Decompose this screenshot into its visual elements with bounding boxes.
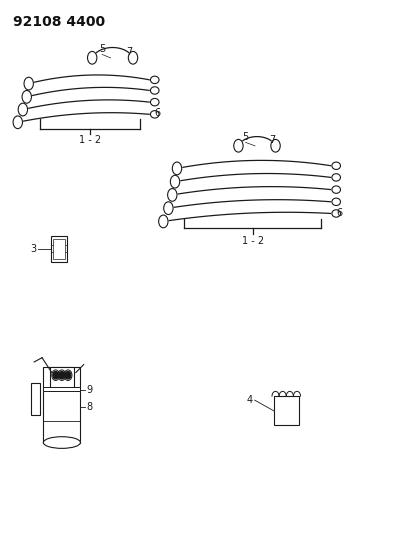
Circle shape <box>271 140 280 152</box>
Circle shape <box>13 116 22 128</box>
Text: 6: 6 <box>155 108 161 118</box>
Circle shape <box>22 91 31 103</box>
Ellipse shape <box>43 437 81 448</box>
Text: 9: 9 <box>86 384 93 394</box>
Ellipse shape <box>151 76 159 84</box>
Circle shape <box>88 51 97 64</box>
Text: 7: 7 <box>126 47 132 57</box>
Circle shape <box>164 202 173 215</box>
Circle shape <box>53 372 59 379</box>
Circle shape <box>172 162 182 175</box>
Circle shape <box>234 140 243 152</box>
Circle shape <box>159 215 168 228</box>
Circle shape <box>24 77 33 90</box>
Text: 6: 6 <box>336 208 342 219</box>
Bar <box>53 239 65 259</box>
Text: 5: 5 <box>242 132 249 142</box>
Ellipse shape <box>151 111 159 118</box>
Ellipse shape <box>332 162 340 169</box>
Text: 5: 5 <box>99 44 105 54</box>
Text: 3: 3 <box>30 244 37 254</box>
Circle shape <box>129 51 138 64</box>
Circle shape <box>18 103 28 116</box>
Text: 92108 4400: 92108 4400 <box>13 14 105 29</box>
Text: 4: 4 <box>247 395 253 405</box>
Text: 8: 8 <box>86 402 93 412</box>
Ellipse shape <box>332 210 340 217</box>
Circle shape <box>170 175 180 188</box>
Bar <box>31 383 40 415</box>
Circle shape <box>59 372 64 379</box>
Text: 1 - 2: 1 - 2 <box>79 135 101 145</box>
Ellipse shape <box>151 99 159 106</box>
Text: 1 - 2: 1 - 2 <box>242 236 264 246</box>
Text: 7: 7 <box>269 135 275 145</box>
Circle shape <box>168 189 177 201</box>
Ellipse shape <box>332 198 340 206</box>
Bar <box>43 367 81 442</box>
Bar <box>43 387 81 391</box>
Bar <box>51 236 67 262</box>
Bar <box>274 396 299 425</box>
Circle shape <box>65 372 71 379</box>
Bar <box>50 367 74 389</box>
Ellipse shape <box>151 87 159 94</box>
Ellipse shape <box>332 174 340 181</box>
Ellipse shape <box>332 186 340 193</box>
